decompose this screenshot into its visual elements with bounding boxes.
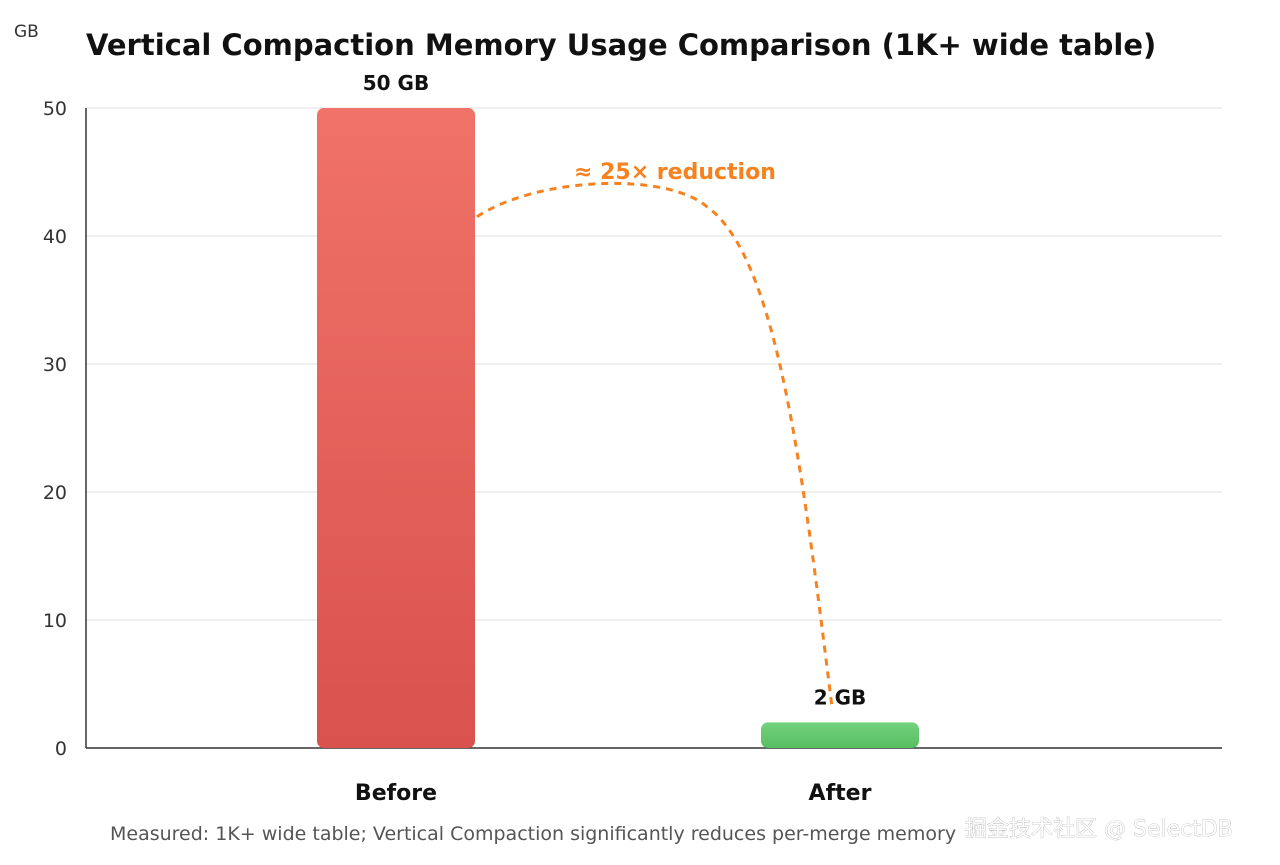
reduction-arc — [476, 181, 834, 708]
y-tick-label: 20 — [43, 482, 67, 504]
chart-title: Vertical Compaction Memory Usage Compari… — [86, 28, 1156, 62]
data-label-after: 2 GB — [814, 685, 867, 709]
bar-before — [317, 108, 475, 748]
reduction-annotation: ≈ 25× reduction — [574, 160, 776, 185]
y-axis-ticks: 0 10 20 30 40 50 — [43, 98, 67, 760]
y-tick-label: 30 — [43, 354, 67, 376]
x-axis-categories: Before After — [355, 781, 872, 806]
grid-lines — [86, 107, 1222, 621]
watermark: 掘金技术社区 @ SelectDB — [965, 817, 1233, 842]
data-labels: 50 GB 2 GB — [363, 71, 867, 709]
y-tick-label: 10 — [43, 610, 67, 632]
bar-after — [761, 722, 919, 748]
chart-footnote: Measured: 1K+ wide table; Vertical Compa… — [110, 823, 956, 845]
y-axis-unit-label: GB — [14, 22, 39, 42]
y-tick-label: 0 — [55, 738, 67, 760]
x-category-label-after: After — [809, 781, 872, 806]
data-label-before: 50 GB — [363, 71, 429, 95]
x-category-label-before: Before — [355, 781, 437, 806]
y-tick-label: 50 — [43, 98, 67, 120]
bars — [317, 108, 919, 748]
y-tick-label: 40 — [43, 226, 67, 248]
